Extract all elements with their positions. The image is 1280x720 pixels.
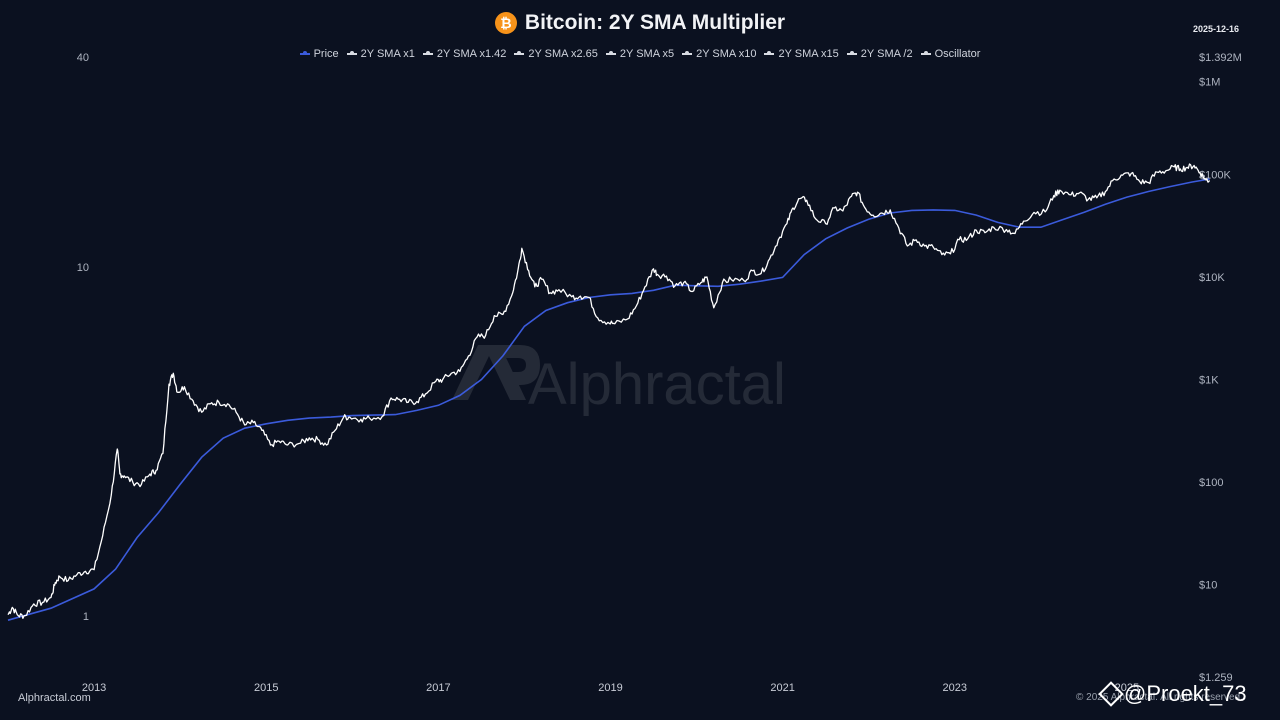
chart-header: ₿ Bitcoin: 2Y SMA Multiplier [0, 8, 1280, 38]
legend-marker-icon [605, 51, 616, 55]
legend-marker-icon [514, 51, 525, 55]
right-tick-label: $10K [1199, 272, 1225, 284]
legend-item[interactable]: 2Y SMA x2.65 [514, 48, 598, 60]
legend-label: 2Y SMA x5 [619, 48, 675, 60]
right-tick-label: $10 [1199, 580, 1217, 592]
right-tick-label: $1K [1199, 374, 1219, 386]
x-tick-label: 2013 [82, 682, 106, 694]
right-tick-label: $1.392M [1199, 52, 1242, 64]
chart-legend: Price 2Y SMA x1 2Y SMA x1.42 2Y SMA x2.65 2Y… [0, 48, 1280, 60]
right-tick-label: $100 [1199, 477, 1223, 489]
x-tick-label: 2015 [254, 682, 278, 694]
right-tick-label: $1.259 [1199, 672, 1233, 684]
legend-label: 2Y SMA x15 [778, 48, 839, 60]
legend-marker-icon [422, 51, 433, 55]
legend-marker-icon [920, 51, 931, 55]
legend-label: Oscillator [934, 48, 981, 60]
handle-text: @Proekt_73 [1124, 681, 1247, 706]
copyright-footer: © 2025 Alphractal. All rights reserved. [1076, 692, 1243, 703]
x-tick-label: 2017 [426, 682, 450, 694]
legend-item[interactable]: 2Y SMA x1 [346, 48, 415, 60]
legend-marker-icon [682, 51, 693, 55]
legend-item[interactable]: 2Y SMA x15 [764, 48, 839, 60]
title-wrap: ₿ Bitcoin: 2Y SMA Multiplier [494, 11, 786, 35]
left-tick-label: 40 [77, 52, 89, 64]
x-tick-label: 2023 [943, 682, 967, 694]
right-tick-label: $1M [1199, 77, 1220, 89]
legend-item[interactable]: Price [299, 48, 339, 60]
left-tick-label: 1 [83, 611, 89, 623]
series-line-price [7, 163, 1211, 619]
legend-marker-icon [299, 51, 310, 55]
diamond-icon [1098, 681, 1124, 707]
legend-label: 2Y SMA x1 [360, 48, 415, 60]
right-tick-label: $100K [1199, 169, 1231, 181]
left-axis: 1 10 40 [77, 52, 89, 623]
x-axis: 2013 2015 2017 2019 2021 2023 2025 [82, 682, 1139, 694]
chart-date: 2025-12-16 [1192, 24, 1239, 34]
x-tick-label: 2021 [770, 682, 794, 694]
bitcoin-icon: ₿ [494, 12, 517, 34]
series-line-sma [7, 178, 1210, 621]
legend-marker-icon [846, 51, 857, 55]
legend-item[interactable]: 2Y SMA /2 [846, 48, 913, 60]
chart-title: Bitcoin: 2Y SMA Multiplier [524, 11, 786, 34]
legend-label: 2Y SMA /2 [860, 48, 913, 60]
author-handle: @Proekt_73 [1098, 681, 1247, 707]
legend-label: 2Y SMA x1.42 [436, 48, 507, 60]
legend-marker-icon [764, 51, 775, 55]
x-tick-label: 2025 [1115, 682, 1139, 694]
legend-marker-icon [346, 51, 357, 55]
brand-footer: Alphractal.com [18, 692, 91, 704]
legend-label: 2Y SMA x2.65 [528, 48, 598, 60]
legend-item[interactable]: Oscillator [920, 48, 981, 60]
legend-label: 2Y SMA x10 [696, 48, 757, 60]
left-tick-label: 10 [77, 262, 89, 274]
legend-item[interactable]: 2Y SMA x10 [682, 48, 756, 60]
legend-item[interactable]: 2Y SMA x1.42 [422, 48, 507, 60]
x-tick-label: 2019 [598, 682, 622, 694]
legend-label: Price [313, 48, 339, 60]
series-group [7, 163, 1211, 621]
right-axis: $1.259 $10 $100 $1K $10K $100K $1M $1.392M [1199, 52, 1242, 684]
legend-item[interactable]: 2Y SMA x5 [605, 48, 675, 60]
